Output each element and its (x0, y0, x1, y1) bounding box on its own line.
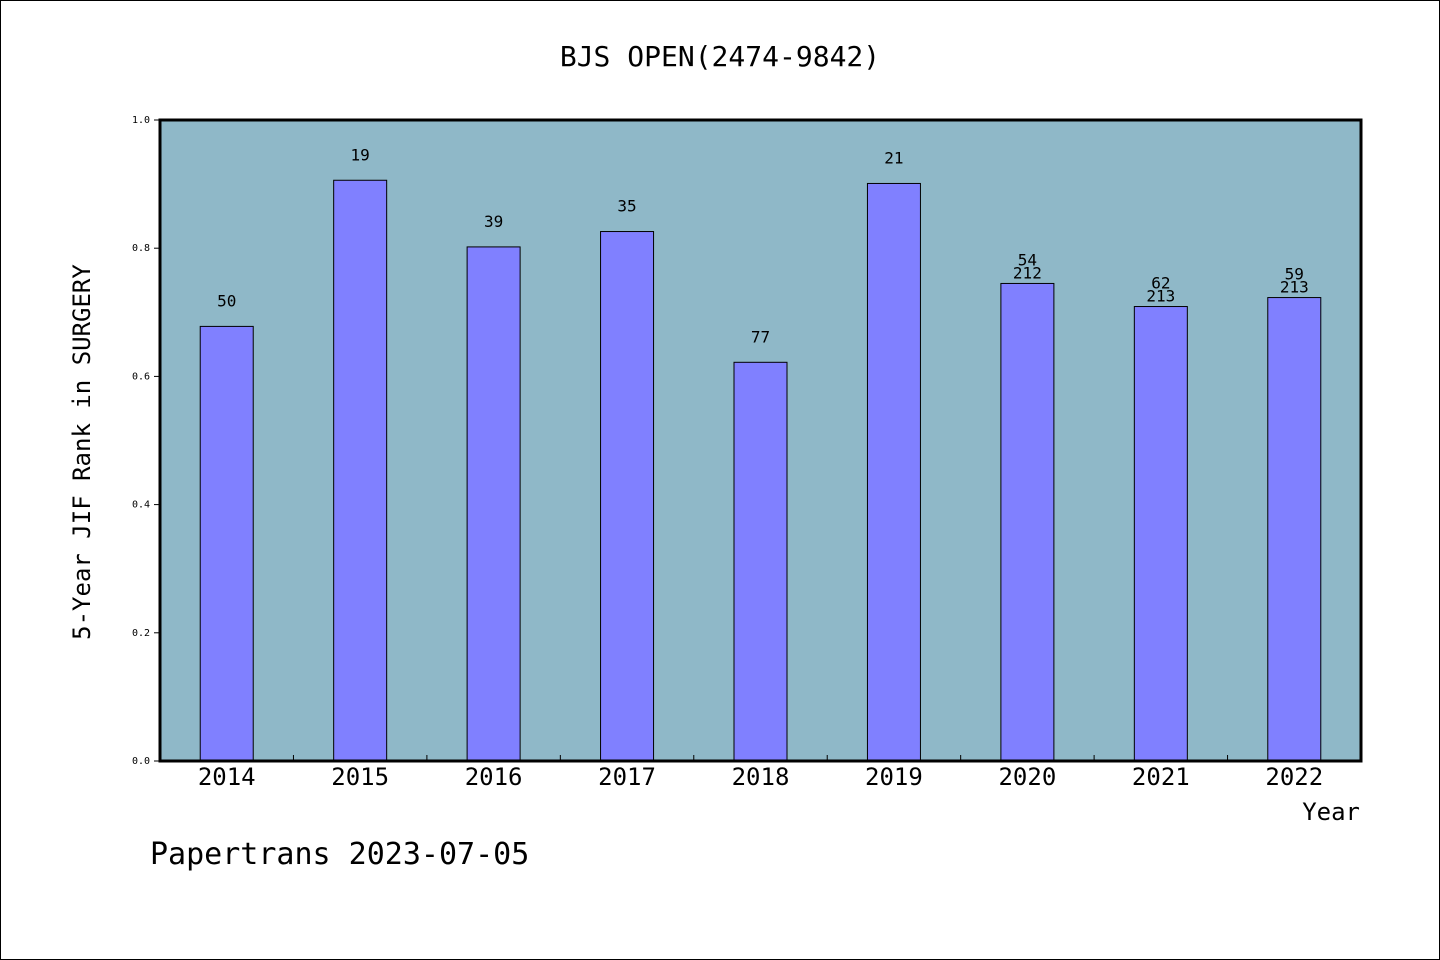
x-tick-label-2022: 2022 (1265, 763, 1323, 791)
bar-rank-label-2017: 35 (617, 197, 636, 216)
bar-rank-label-2015: 19 (351, 145, 370, 164)
bar-rank-label-2022: 59 (1285, 265, 1304, 284)
bar-total-label-2021: 213 (1146, 287, 1175, 306)
bar-2014 (199, 325, 254, 762)
bar-rank-label-2020: 54 (1018, 250, 1037, 269)
bar-2016 (466, 246, 521, 762)
bar-rank-label-2019: 21 (884, 148, 903, 167)
x-tick-label-2015: 2015 (331, 763, 389, 791)
bar-rank-label-2021: 62 (1151, 274, 1170, 293)
y-tick-label: 0.8 (132, 243, 150, 254)
x-tick-label-2016: 2016 (465, 763, 523, 791)
chart-title: BJS OPEN(2474-9842) (560, 40, 880, 73)
y-tick-label: 1.0 (132, 115, 150, 126)
x-axis: 2014 2015 2016 2017 2018 2019 2020 2021 2022 (198, 755, 1323, 791)
x-tick-label-2019: 2019 (865, 763, 923, 791)
bar-2022 (1267, 297, 1322, 762)
x-tick-label-2017: 2017 (598, 763, 656, 791)
bar-total-label-2020: 212 (1013, 263, 1042, 282)
bar-2018 (733, 361, 788, 762)
x-tick-label-2020: 2020 (998, 763, 1056, 791)
x-tick-label-2014: 2014 (198, 763, 256, 791)
bar-rank-label-2014: 50 (217, 291, 236, 310)
y-axis: 0.0 0.2 0.4 0.6 0.8 1.0 (132, 115, 160, 767)
bar-2020 (1000, 282, 1055, 762)
bars-layer (199, 179, 1322, 762)
bar-rank-label-2016: 39 (484, 212, 503, 231)
bar-2015 (333, 179, 388, 762)
y-tick-label: 0.0 (132, 756, 150, 767)
footer-credit: Papertrans 2023-07-05 (150, 837, 529, 872)
y-axis-label: 5-Year JIF Rank in SURGERY (68, 264, 96, 640)
x-axis-label: Year (1302, 798, 1360, 826)
bar-2017 (600, 231, 655, 762)
bar-rank-label-2018: 77 (751, 327, 770, 346)
plot-border (158, 118, 1363, 763)
x-tick-label-2018: 2018 (732, 763, 790, 791)
y-tick-label: 0.2 (132, 628, 150, 639)
y-tick-label: 0.4 (132, 500, 150, 511)
x-tick-label-2021: 2021 (1132, 763, 1190, 791)
bar-2021 (1133, 306, 1188, 762)
y-tick-label: 0.6 (132, 371, 150, 382)
bar-2019 (866, 182, 921, 762)
bar-total-label-2022: 213 (1280, 278, 1309, 297)
